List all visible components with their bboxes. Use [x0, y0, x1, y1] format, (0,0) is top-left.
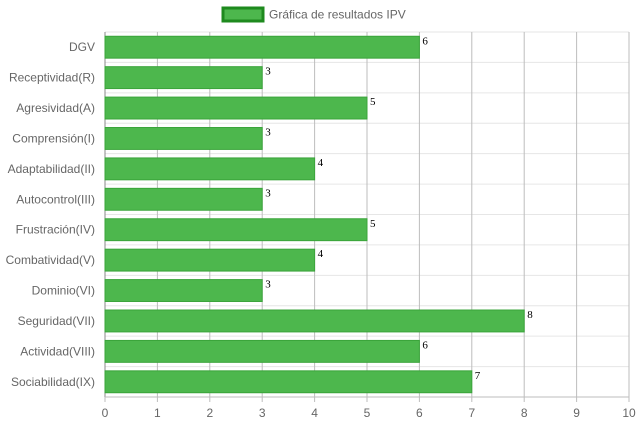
bar[interactable]	[104, 157, 316, 181]
category-label: Adaptabilidad(II)	[8, 162, 95, 176]
bar[interactable]	[104, 370, 473, 394]
data-label: 4	[318, 157, 324, 169]
category-label: Autocontrol(III)	[16, 192, 95, 206]
data-label: 6	[422, 35, 428, 47]
bar[interactable]	[104, 66, 263, 90]
x-tick-label: 1	[154, 406, 161, 420]
data-label: 5	[370, 96, 376, 108]
bar[interactable]	[104, 35, 420, 59]
x-tick-label: 8	[521, 406, 528, 420]
category-label: DGV	[69, 40, 95, 54]
bar[interactable]	[104, 218, 368, 242]
x-tick-label: 10	[622, 406, 636, 420]
x-tick-label: 5	[364, 406, 371, 420]
bar[interactable]	[104, 187, 263, 211]
data-label: 3	[265, 66, 271, 78]
x-tick-label: 7	[468, 406, 475, 420]
x-tick-label: 4	[311, 406, 318, 420]
category-labels: DGV Receptividad(R) Agresividad(A) Comprens…	[6, 40, 95, 389]
category-label: Actividad(VIII)	[20, 344, 95, 358]
x-tick-label: 6	[416, 406, 423, 420]
data-label: 8	[527, 309, 533, 321]
bar[interactable]	[104, 339, 420, 363]
data-label: 3	[265, 279, 271, 291]
category-label: Comprensión(I)	[12, 131, 95, 145]
x-axis-tick-labels: 0 1 2 3 4 5 6 7 8 9 10	[102, 406, 636, 420]
data-label: 3	[265, 187, 271, 199]
bar[interactable]	[104, 96, 368, 120]
category-label: Frustración(IV)	[16, 223, 95, 237]
data-label: 3	[265, 127, 271, 139]
legend[interactable]: Gráfica de resultados IPV	[221, 6, 406, 23]
category-label: Agresividad(A)	[16, 101, 95, 115]
bar[interactable]	[104, 127, 263, 150]
x-tick-label: 0	[102, 406, 109, 420]
legend-swatch	[221, 6, 265, 23]
category-label: Dominio(VI)	[32, 284, 95, 298]
bar[interactable]	[104, 248, 316, 272]
x-tick-label: 2	[206, 406, 213, 420]
data-label: 6	[422, 339, 428, 351]
bars	[104, 35, 525, 394]
bar[interactable]	[104, 279, 263, 302]
legend-label: Gráfica de resultados IPV	[269, 8, 406, 22]
data-label: 4	[318, 248, 324, 260]
category-label: Combatividad(V)	[6, 253, 95, 267]
data-label: 5	[370, 218, 376, 230]
grid	[104, 31, 630, 402]
x-tick-label: 3	[259, 406, 266, 420]
bar[interactable]	[104, 309, 525, 333]
x-tick-label: 9	[573, 406, 580, 420]
data-labels: 6 3 5 3 4 3 5 4 3 8 6 7	[265, 35, 533, 382]
category-label: Receptividad(R)	[9, 71, 95, 85]
category-label: Seguridad(VII)	[18, 314, 95, 328]
data-label: 7	[475, 370, 481, 382]
category-label: Sociabilidad(IX)	[11, 375, 95, 389]
